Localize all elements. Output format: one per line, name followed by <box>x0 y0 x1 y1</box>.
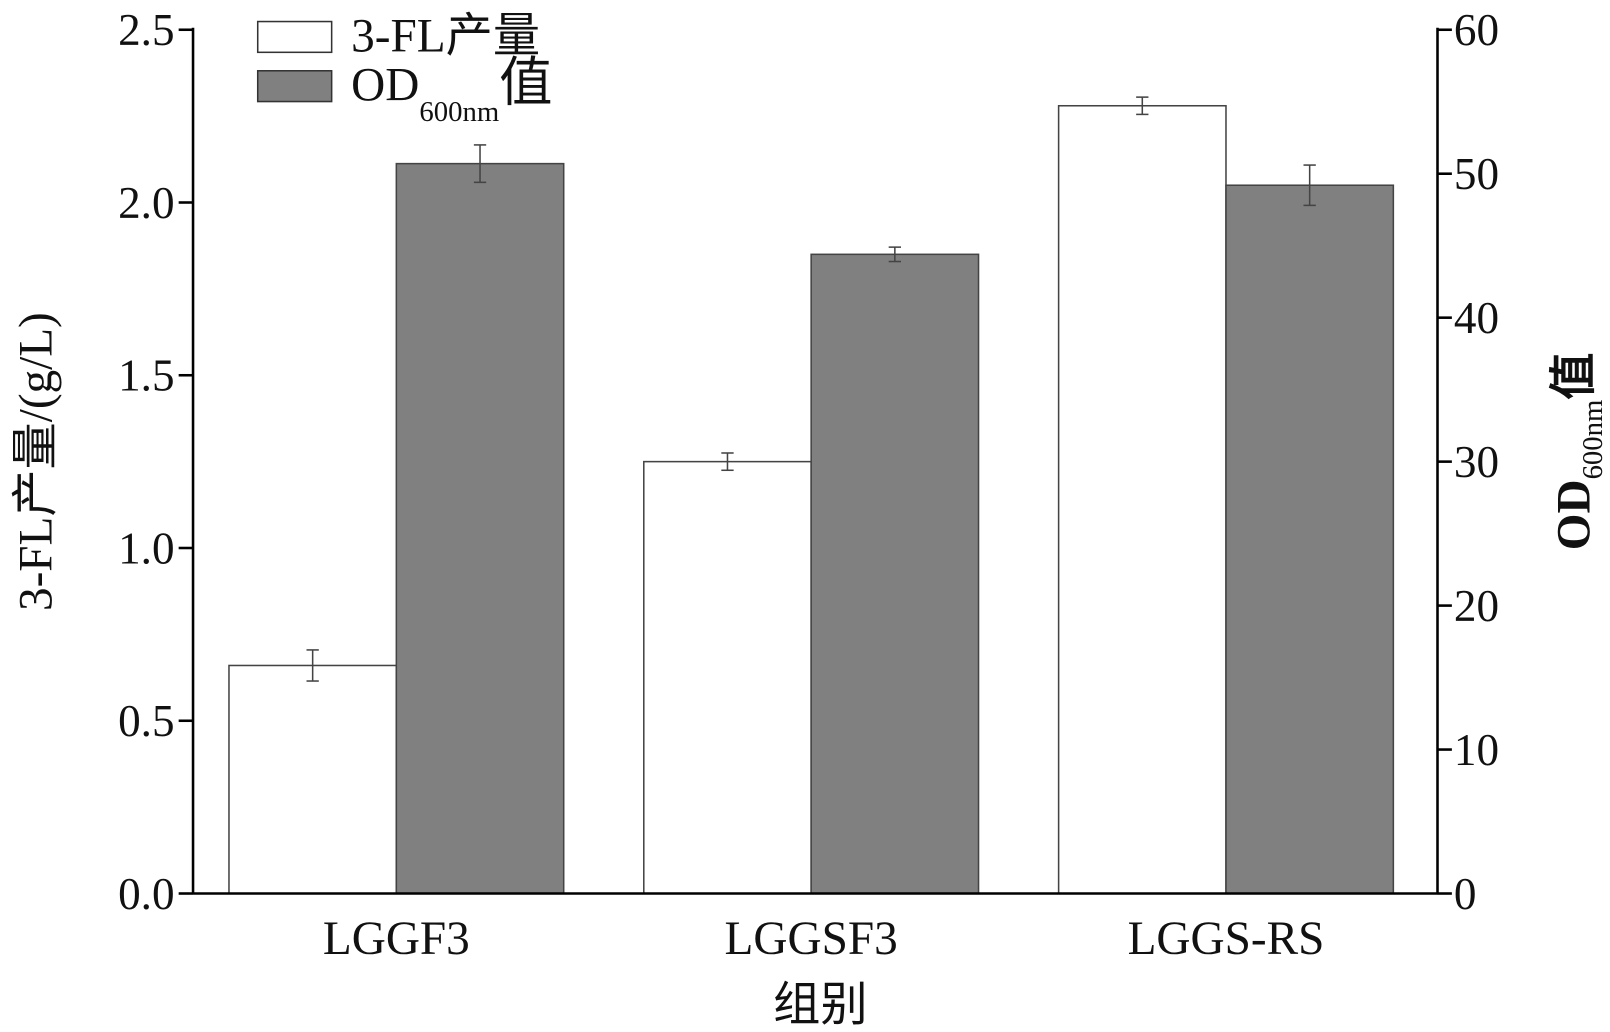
y-tick-label: 0.5 <box>118 696 174 746</box>
legend-label-od: OD600nm值 <box>351 53 552 128</box>
bar-od-lggf3 <box>395 162 565 895</box>
right-label-suffix: 值 <box>1547 353 1600 400</box>
bar-3fl-lggsf3 <box>643 460 812 895</box>
y-right-tick-label: 0 <box>1454 869 1477 919</box>
y-right-tick-label: 20 <box>1454 581 1499 631</box>
bar-3fl-lggs-rs <box>1057 104 1227 895</box>
legend-label-3fl: 3-FL产量 <box>351 10 540 62</box>
svg-text:OD600nm值: OD600nm值 <box>1547 353 1608 551</box>
legend: 3-FL产量 OD600nm值 <box>256 10 553 128</box>
x-tick-label: LGGF3 <box>323 913 470 965</box>
y-tick-label: 0.0 <box>118 869 174 919</box>
x-tick-label: LGGS-RS <box>1128 913 1325 965</box>
y-tick-label: 2.0 <box>118 178 174 228</box>
y-axis-label: 3-FL产量/(g/L) <box>10 312 62 611</box>
bar-3fl-lggf3 <box>228 664 398 895</box>
y-right-tick-label: 10 <box>1454 725 1499 775</box>
x-axis-label: 组别 <box>773 980 867 1032</box>
axes-layer: LGGF3 LGGSF3 LGGS-RS 0.0 0.5 1.0 1.5 2.0 2.5 0 10 2… <box>118 5 1499 965</box>
y-right-tick-label: 60 <box>1454 5 1499 55</box>
y-tick-label: 2.5 <box>118 5 174 55</box>
legend-swatch-white <box>256 20 333 54</box>
y-tick-label: 1.5 <box>118 351 174 401</box>
right-label-main: OD <box>1548 479 1600 550</box>
y-tick-label: 1.0 <box>118 523 174 573</box>
y-right-tick-label: 50 <box>1454 149 1499 199</box>
y-right-tick-label: 40 <box>1454 293 1499 343</box>
y-right-tick-label: 30 <box>1454 437 1499 487</box>
legend-swatch-gray <box>256 70 333 103</box>
right-axis-label: OD600nm值 <box>1547 353 1608 551</box>
right-label-sub: 600nm <box>1577 400 1609 480</box>
bar-od-lggsf3 <box>810 253 980 895</box>
x-tick-label: LGGSF3 <box>725 913 898 965</box>
bars-layer <box>228 96 1395 895</box>
bar-od-lggs-rs <box>1225 184 1395 895</box>
